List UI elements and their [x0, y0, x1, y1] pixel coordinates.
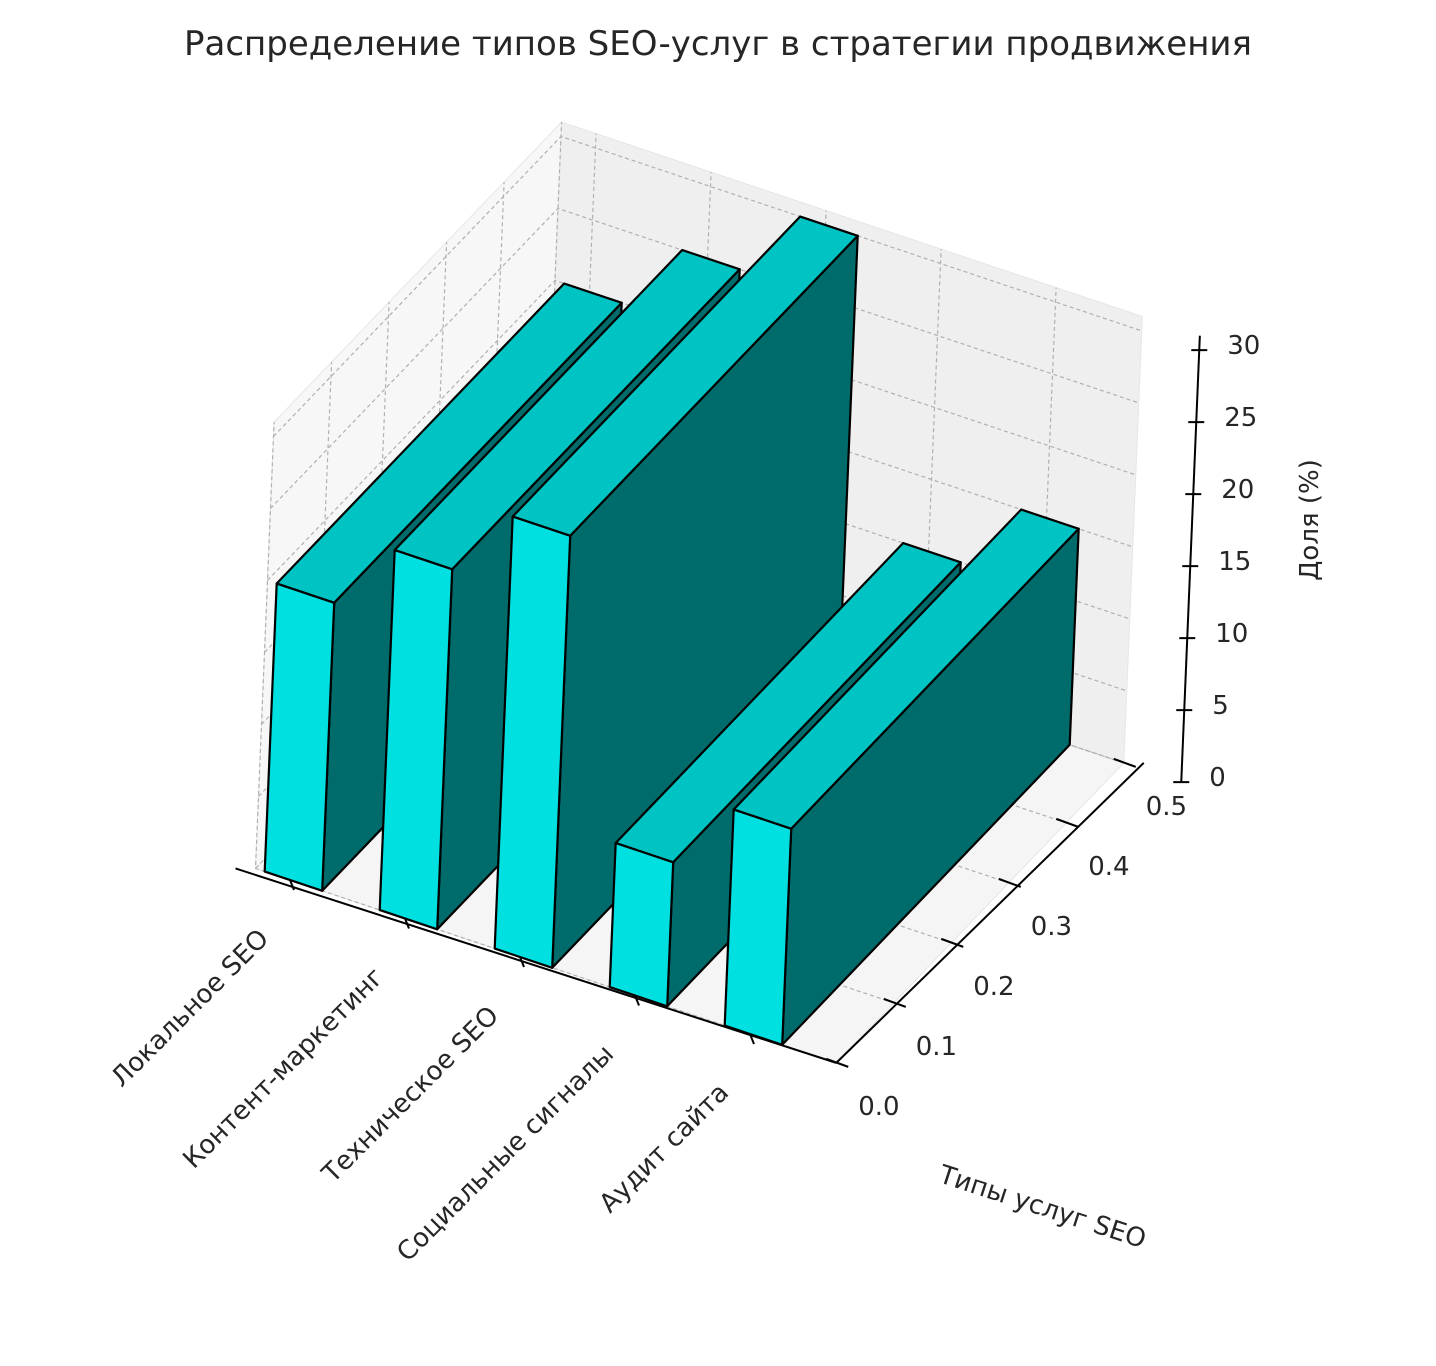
- y-tick-label: 0.3: [1031, 912, 1072, 942]
- chart-title: Распределение типов SEO-услуг в стратеги…: [184, 24, 1252, 64]
- z-tick-label: 20: [1221, 475, 1254, 505]
- y-tick-label: 0.4: [1088, 852, 1129, 882]
- y-tick: [883, 997, 907, 1008]
- z-axis-label: Доля (%): [1295, 459, 1325, 581]
- x-tick-label: Аудит сайта: [594, 1078, 735, 1219]
- z-axis-line: [1180, 335, 1201, 783]
- y-tick: [998, 877, 1022, 888]
- z-tick-label: 10: [1215, 619, 1248, 649]
- y-axis-line: [835, 762, 1145, 1064]
- y-tick-label: 0.1: [916, 1032, 957, 1062]
- bar-front-3: [608, 841, 675, 1008]
- y-tick: [1113, 757, 1137, 768]
- bar-front-0: [263, 582, 336, 892]
- y-tick: [825, 1057, 849, 1068]
- z-tick-label: 0: [1209, 763, 1226, 793]
- y-tick: [1055, 817, 1079, 828]
- bar-front-2: [493, 515, 572, 969]
- z-tick-label: 30: [1227, 331, 1260, 361]
- bar-front-1: [378, 548, 454, 931]
- x-axis-label: Типы услуг SEO: [934, 1160, 1149, 1255]
- y-tick-label: 0.5: [1146, 792, 1187, 822]
- z-tick-label: 5: [1212, 691, 1229, 721]
- x-tick-label: Локальное SEO: [106, 924, 275, 1093]
- y-tick: [940, 937, 964, 948]
- z-gridline: [270, 207, 1139, 509]
- bar-front-4: [723, 808, 793, 1046]
- z-gridline: [267, 279, 1136, 581]
- z-tick-label: 25: [1224, 403, 1257, 433]
- y-tick-label: 0.2: [973, 972, 1014, 1002]
- z-tick-label: 15: [1218, 547, 1251, 577]
- y-tick-label: 0.0: [858, 1092, 899, 1122]
